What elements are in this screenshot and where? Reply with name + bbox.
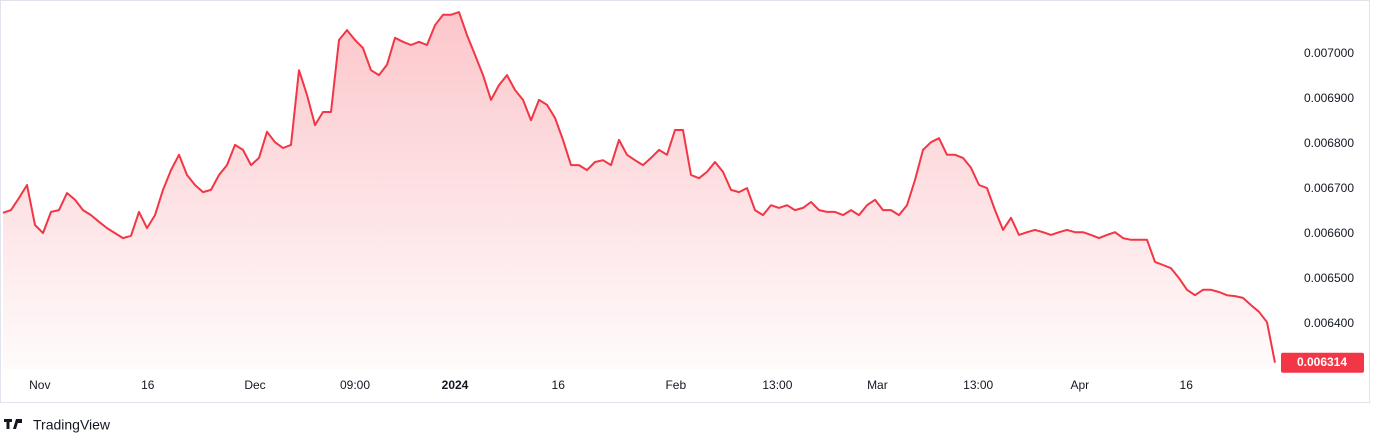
x-tick-label: 16 xyxy=(552,378,566,392)
last-price-badge xyxy=(1281,352,1364,373)
x-tick-label: Dec xyxy=(244,378,265,392)
y-tick-label: 0.006800 xyxy=(1304,136,1354,150)
chart-frame xyxy=(0,0,1370,403)
x-tick-label: 09:00 xyxy=(340,378,370,392)
x-tick-label: 13:00 xyxy=(762,378,792,392)
y-tick-label: 0.006700 xyxy=(1304,181,1354,195)
x-tick-label: Apr xyxy=(1070,378,1089,392)
y-tick-label: 0.007000 xyxy=(1304,46,1354,60)
x-tick-label: 2024 xyxy=(442,378,469,392)
last-price-label: 0.006314 xyxy=(1297,355,1347,369)
y-tick-label: 0.006500 xyxy=(1304,271,1354,285)
x-tick-label: Mar xyxy=(867,378,888,392)
y-tick-label: 0.006600 xyxy=(1304,226,1354,240)
x-tick-label: 13:00 xyxy=(963,378,993,392)
y-tick-label: 0.006400 xyxy=(1304,316,1354,330)
price-line xyxy=(2,11,1276,363)
watermark: TradingView xyxy=(33,417,111,433)
x-tick-label: 16 xyxy=(141,378,155,392)
x-tick-label: 16 xyxy=(1180,378,1194,392)
x-tick-label: Feb xyxy=(665,378,686,392)
x-tick-label: Nov xyxy=(29,378,50,392)
logo xyxy=(4,419,22,429)
area-fill xyxy=(3,12,1275,369)
y-tick-label: 0.006900 xyxy=(1304,91,1354,105)
